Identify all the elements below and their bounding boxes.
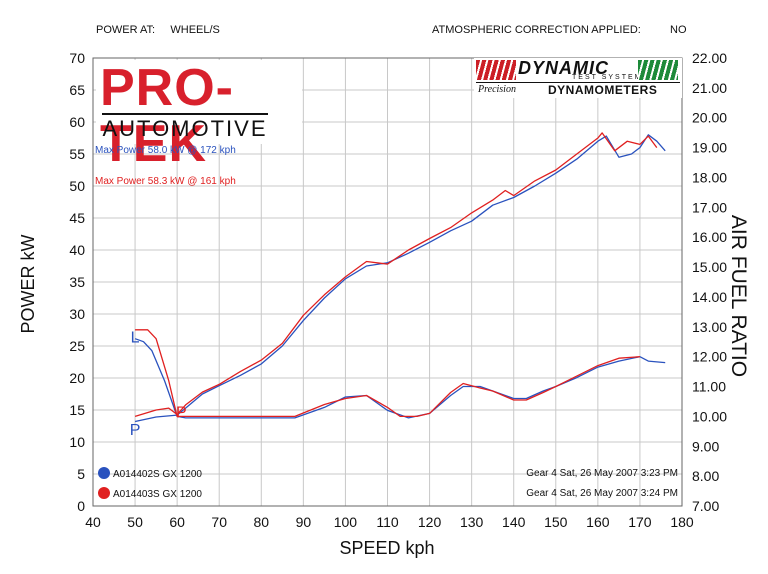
y2-tick-label: 16.00 bbox=[692, 229, 727, 245]
power-at-label: POWER AT: bbox=[96, 24, 156, 36]
max-power-red: Max Power 58.3 kW @ 161 kph bbox=[95, 176, 236, 187]
y-tick-label: 70 bbox=[69, 50, 85, 66]
y-tick-label: 65 bbox=[69, 82, 85, 98]
power-line-series-1 bbox=[134, 134, 666, 423]
protek-logo-sub: AUTOMOTIVE bbox=[102, 113, 268, 143]
y-tick-label: 45 bbox=[69, 210, 85, 226]
y2-tick-label: 12.00 bbox=[692, 349, 727, 365]
y2-tick-label: 22.00 bbox=[692, 50, 727, 66]
x-axis-label: SPEED kph bbox=[339, 538, 434, 558]
x-tick-label: 80 bbox=[253, 514, 269, 530]
y-tick-label: 55 bbox=[69, 146, 85, 162]
x-tick-label: 110 bbox=[376, 514, 399, 530]
y2-axis-label: AIR FUEL RATIO bbox=[727, 215, 750, 377]
y2-tick-label: 21.00 bbox=[692, 80, 727, 96]
y-tick-label: 20 bbox=[69, 370, 85, 386]
power-at-value: WHEEL/S bbox=[170, 24, 220, 36]
afr-line-series-2 bbox=[135, 329, 640, 418]
curve-marker: P bbox=[130, 422, 141, 439]
legend-dot-red-icon bbox=[98, 487, 110, 499]
dynamic-logo: DYNAMIC TEST SYSTEMS Precision DYNAMOMET… bbox=[474, 58, 682, 98]
power-line-series-2 bbox=[134, 132, 658, 418]
y-tick-label: 10 bbox=[69, 434, 85, 450]
y2-tick-label: 10.00 bbox=[692, 408, 727, 424]
x-tick-label: 40 bbox=[85, 514, 101, 530]
x-tick-label: 180 bbox=[670, 514, 694, 530]
dynamic-logo-name: DYNAMIC bbox=[518, 58, 609, 78]
plot-frame bbox=[92, 57, 683, 507]
dynamometers-text: DYNAMOMETERS bbox=[548, 83, 658, 97]
correction-value: NO bbox=[670, 24, 687, 36]
y2-tick-label: 9.00 bbox=[692, 438, 719, 454]
red-stripes-icon bbox=[476, 60, 516, 80]
y2-tick-label: 7.00 bbox=[692, 498, 719, 514]
legend-dot-blue-icon bbox=[98, 467, 110, 479]
header-correction: ATMOSPHERIC CORRECTION APPLIED: bbox=[432, 24, 641, 36]
x-tick-label: 50 bbox=[127, 514, 143, 530]
x-tick-label: 100 bbox=[334, 514, 358, 530]
chart-markers: L P P bbox=[130, 329, 187, 439]
x-tick-label: 70 bbox=[211, 514, 227, 530]
legend-info-red: Gear 4 Sat, 26 May 2007 3:24 PM bbox=[526, 488, 678, 499]
legend-item-red: A014403S GX 1200 bbox=[98, 487, 202, 500]
max-power-blue: Max Power 58.0 kW @ 172 kph bbox=[95, 145, 236, 156]
y2-tick-label: 20.00 bbox=[692, 110, 727, 126]
curve-marker: P bbox=[176, 404, 187, 421]
dynamic-logo-sub: TEST SYSTEMS bbox=[572, 74, 650, 81]
x-tick-label: 160 bbox=[586, 514, 610, 530]
y-tick-label: 5 bbox=[77, 466, 85, 482]
protek-logo: PRO-TEK AUTOMOTIVE bbox=[96, 60, 302, 172]
x-tick-label: 140 bbox=[502, 514, 526, 530]
green-stripes-icon bbox=[638, 60, 678, 80]
y-tick-label: 0 bbox=[77, 498, 85, 514]
y2-tick-label: 14.00 bbox=[692, 289, 727, 305]
x-tick-label: 170 bbox=[628, 514, 652, 530]
legend-label: A014402S GX 1200 bbox=[113, 469, 202, 480]
y-tick-label: 35 bbox=[69, 274, 85, 290]
header-power-at: POWER AT: WHEEL/S bbox=[96, 24, 220, 36]
curve-marker: L bbox=[131, 329, 140, 346]
correction-label: ATMOSPHERIC CORRECTION APPLIED: bbox=[432, 24, 641, 36]
legend-item-blue: A014402S GX 1200 bbox=[98, 467, 202, 480]
legend-info-blue: Gear 4 Sat, 26 May 2007 3:23 PM bbox=[526, 468, 678, 479]
y-tick-label: 25 bbox=[69, 338, 85, 354]
chart-ticks: 40 50 60 70 80 90 100 110 120 130 140 150 160 170 180 0… bbox=[69, 50, 727, 530]
protek-logo-main: PRO-TEK bbox=[100, 59, 234, 173]
y-tick-label: 60 bbox=[69, 114, 85, 130]
y2-tick-label: 15.00 bbox=[692, 259, 727, 275]
y2-tick-label: 8.00 bbox=[692, 468, 719, 484]
chart-series bbox=[134, 132, 666, 423]
dynamic-logo-divider bbox=[476, 82, 680, 83]
x-tick-label: 120 bbox=[418, 514, 442, 530]
legend-label: A014403S GX 1200 bbox=[113, 489, 202, 500]
y2-tick-label: 17.00 bbox=[692, 199, 727, 215]
x-tick-label: 60 bbox=[169, 514, 185, 530]
y-tick-label: 40 bbox=[69, 242, 85, 258]
y-tick-label: 15 bbox=[69, 402, 85, 418]
y2-tick-label: 11.00 bbox=[692, 379, 726, 395]
precision-text: Precision bbox=[478, 84, 516, 95]
y2-tick-label: 19.00 bbox=[692, 140, 727, 156]
x-tick-label: 90 bbox=[296, 514, 312, 530]
x-tick-label: 150 bbox=[544, 514, 568, 530]
y-axis-label: POWER kW bbox=[18, 234, 38, 333]
y2-tick-label: 13.00 bbox=[692, 319, 727, 335]
x-tick-label: 130 bbox=[460, 514, 484, 530]
y-tick-label: 50 bbox=[69, 178, 85, 194]
y2-tick-label: 18.00 bbox=[692, 169, 727, 185]
chart-grid bbox=[92, 57, 683, 507]
y-tick-label: 30 bbox=[69, 306, 85, 322]
